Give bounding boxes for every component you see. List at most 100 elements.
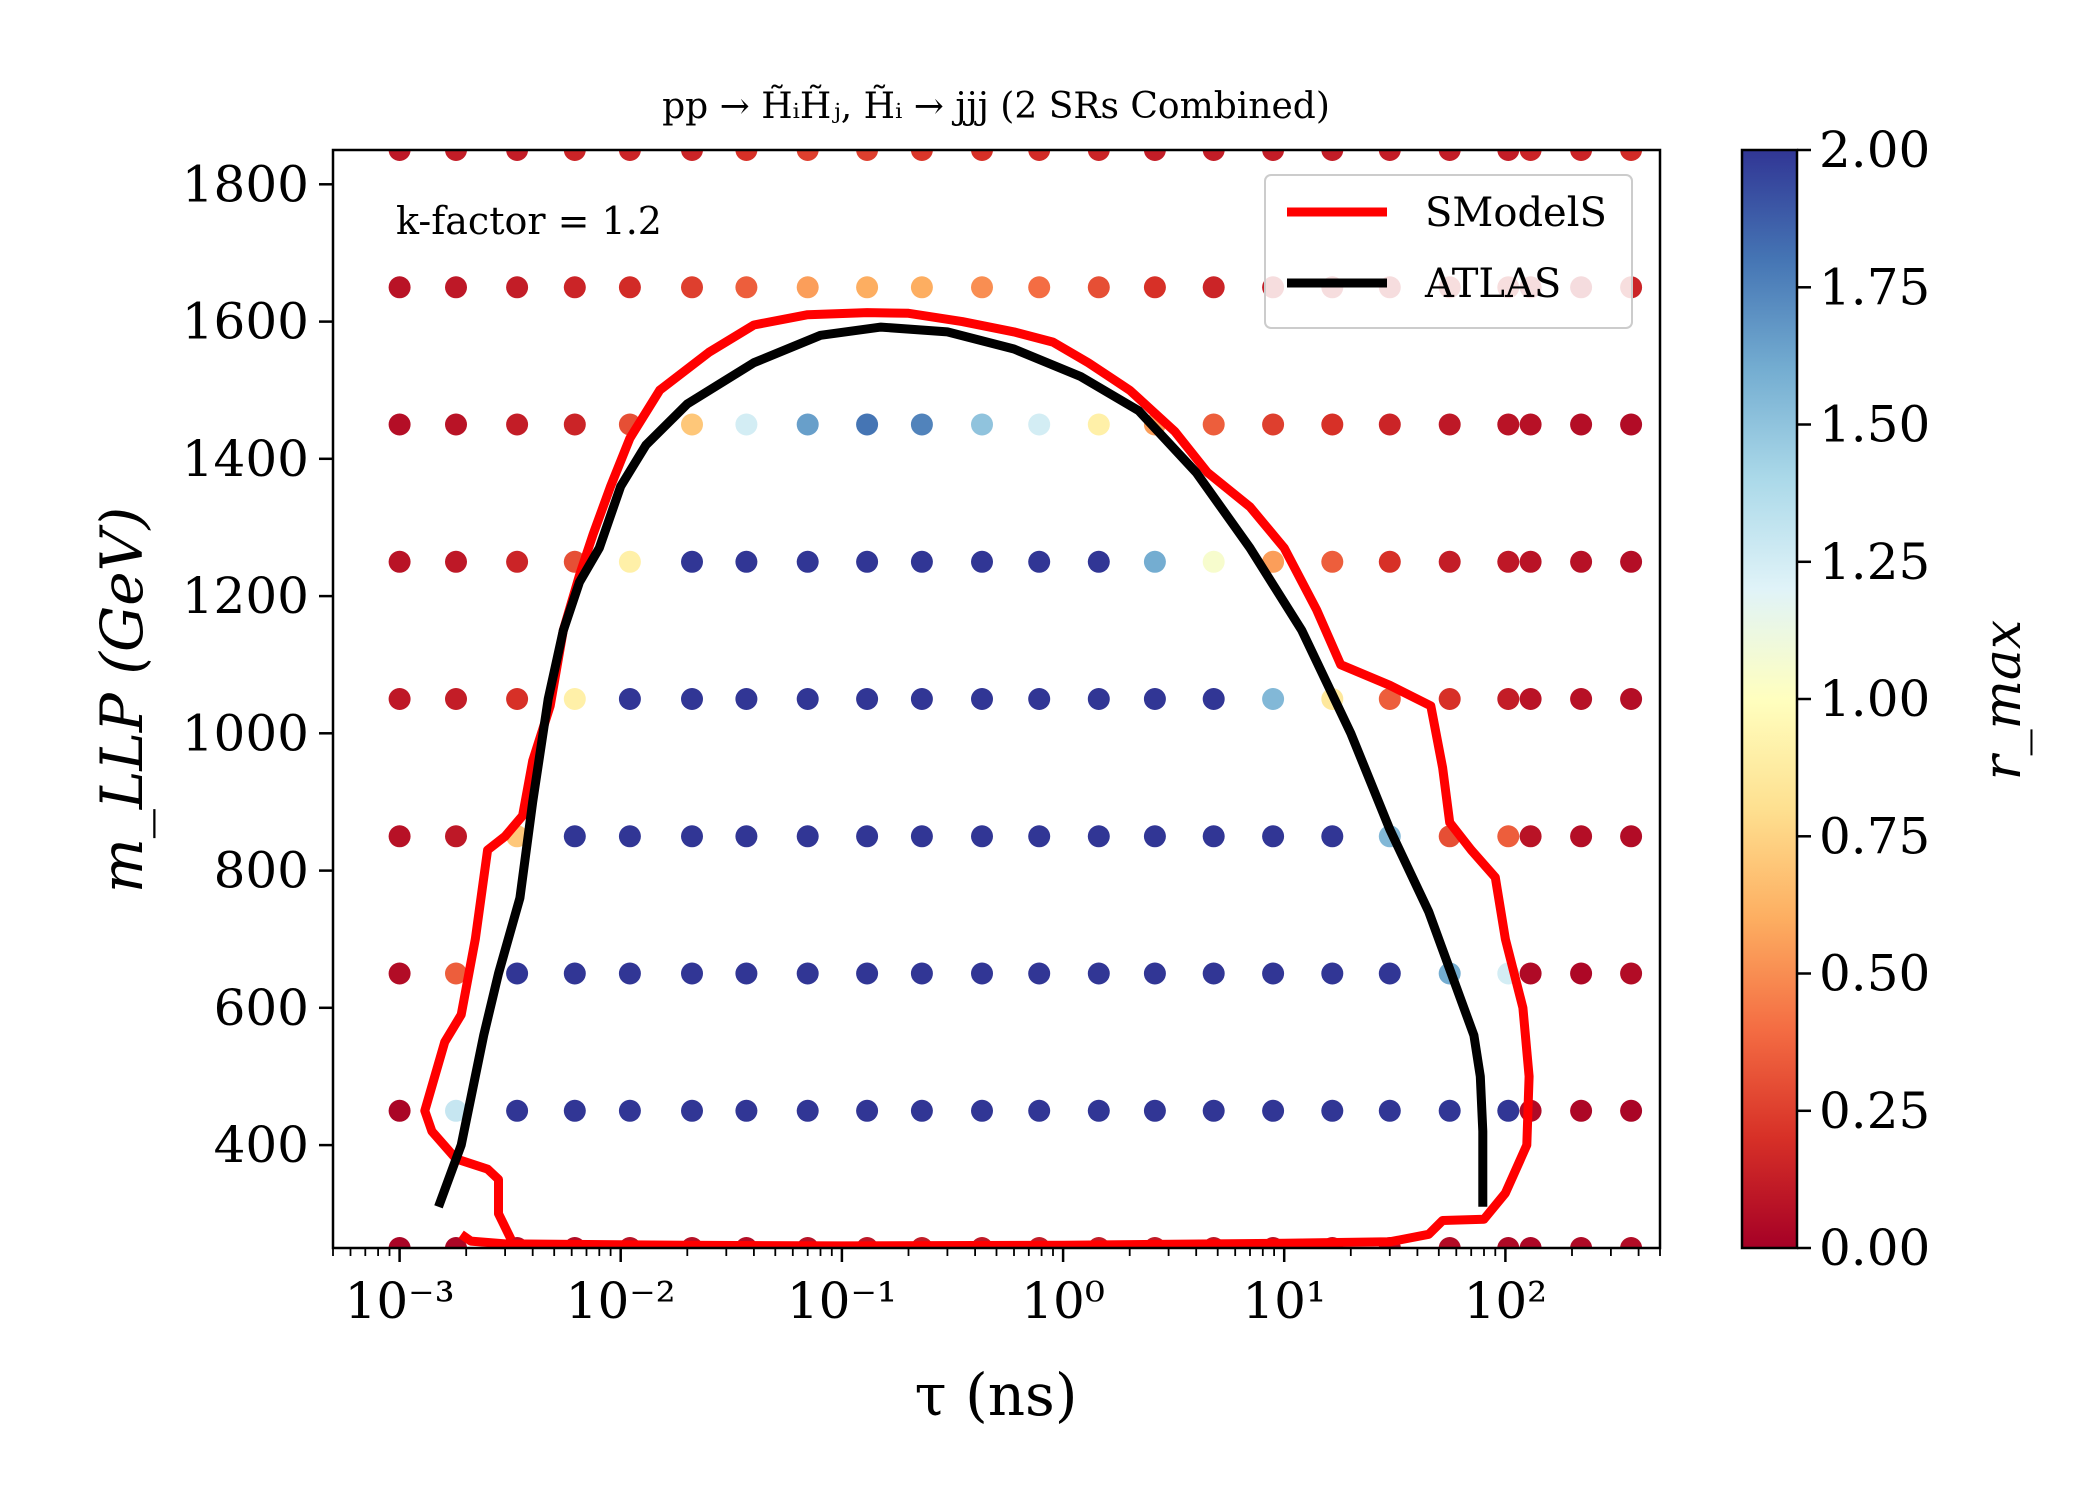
colorbar-gradient [1740,148,1799,1250]
data-point [735,1099,758,1122]
data-point [1378,962,1401,985]
data-point [506,413,529,436]
data-point [735,825,758,848]
y-tick-label: 400 [214,1116,309,1174]
data-point [1262,688,1285,710]
data-point [1087,150,1110,161]
colorbar-tick-label: 0.25 [1819,1082,1930,1140]
data-point [910,962,933,985]
data-point [735,150,758,161]
data-point [796,150,819,161]
data-point [618,550,641,573]
data-point [1202,150,1225,161]
x-tick-label: 10⁻³ [345,1272,455,1330]
data-point [910,550,933,573]
data-point [1202,1099,1225,1122]
data-point [1087,413,1110,436]
data-point [1438,150,1461,161]
colorbar-tick-label: 1.25 [1819,533,1930,591]
y-tick-label: 1200 [182,567,309,625]
data-point [388,150,411,161]
data-point [1570,413,1593,436]
colorbar-tick-label: 1.75 [1819,258,1930,316]
data-point [1497,413,1520,436]
data-point [735,276,758,299]
legend-label-atlas: ATLAS [1424,261,1561,307]
data-point [1620,825,1643,848]
y-tick-label: 800 [214,842,309,900]
data-point [1087,825,1110,848]
data-point [735,688,758,710]
data-point [1620,1237,1643,1248]
data-point [1519,825,1542,848]
data-point [1378,550,1401,573]
data-point [1202,688,1225,710]
data-point [388,1099,411,1122]
data-point [1570,1099,1593,1122]
data-point [1202,550,1225,573]
data-point [618,276,641,299]
data-point [563,413,586,436]
data-point [856,1099,879,1122]
data-point [971,1099,993,1122]
data-point [856,962,879,985]
data-point [618,150,641,161]
data-point [1570,550,1593,573]
data-point [856,150,879,161]
data-point [910,413,933,436]
data-point [1028,825,1051,848]
data-point [796,1099,819,1122]
data-point [1438,688,1461,710]
data-point [856,825,879,848]
series-line-smodels [420,308,1534,1248]
data-point [618,825,641,848]
data-point [506,688,529,710]
data-point [563,962,586,985]
data-point [1519,150,1542,161]
data-point [1497,550,1520,573]
data-point [1143,688,1166,710]
data-point [1321,1099,1344,1122]
data-point [563,1099,586,1122]
data-point [1519,962,1542,985]
annotation-kfactor: k-factor = 1.2 [396,199,662,243]
data-point [910,150,933,161]
data-point [1570,825,1593,848]
data-point [1620,962,1643,985]
data-point [796,413,819,436]
data-point [563,688,586,710]
data-point [1143,276,1166,299]
data-point [445,1099,467,1122]
data-point [1028,276,1051,299]
data-point [1378,413,1401,436]
data-point [1028,413,1051,436]
data-point [796,688,819,710]
data-point [1143,150,1166,161]
colorbar-tick-label: 1.00 [1819,670,1930,728]
data-point [1570,688,1593,710]
data-point [910,276,933,299]
data-point [1497,1099,1520,1122]
data-point [681,1099,703,1122]
data-point [1202,825,1225,848]
data-point [1321,550,1344,573]
x-tick-label: 10⁰ [1021,1272,1105,1330]
data-point [910,825,933,848]
data-point [856,276,879,299]
data-point [1143,962,1166,985]
x-tick-label: 10⁻¹ [787,1272,897,1330]
y-axis: 400 600 800 1000 1200 1400 1600 1800 [182,155,333,1174]
data-point [445,550,467,573]
data-point [563,276,586,299]
colorbar-ticks: 0.00 0.25 0.50 0.75 1.00 1.25 1.50 1.75 2.00 [1797,121,1930,1277]
data-point [1438,1237,1461,1248]
colorbar: 0.00 0.25 0.50 0.75 1.00 1.25 1.50 1.75 2.00 r_m… [1740,121,2033,1277]
data-point [971,825,993,848]
x-tick-label: 10¹ [1242,1272,1326,1330]
data-point [1202,413,1225,436]
data-point [971,688,993,710]
data-point [796,276,819,299]
data-point [1028,688,1051,710]
data-point [1321,962,1344,985]
data-point [1378,150,1401,161]
